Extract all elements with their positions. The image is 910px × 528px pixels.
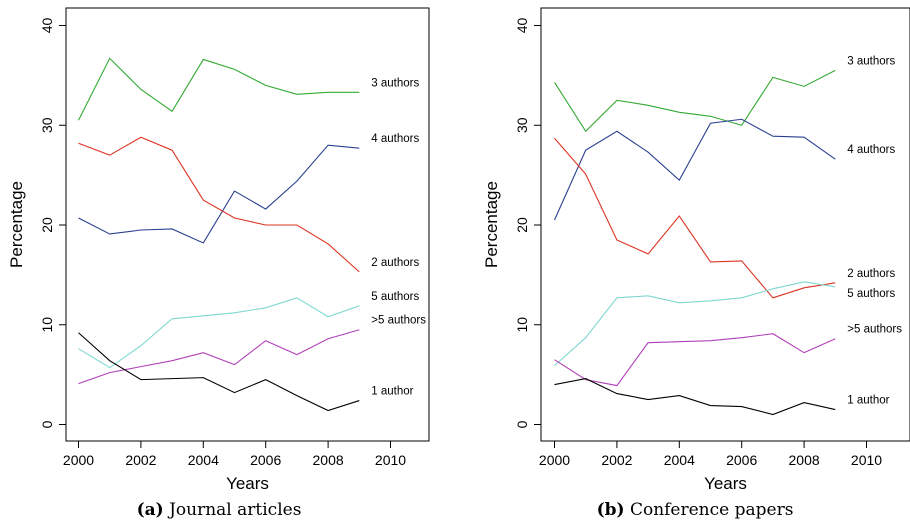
panel-b-series-label-1-author: 1 author bbox=[847, 395, 889, 407]
panel-b-y-tick-label: 40 bbox=[514, 18, 530, 34]
panel-b-y-tick-label: 10 bbox=[514, 317, 530, 333]
panel-a-series-label-4-authors: 4 authors bbox=[371, 133, 419, 145]
panel-a-x-tick-label: 2000 bbox=[63, 452, 94, 468]
panel-b-series-label-gt5-authors: >5 authors bbox=[847, 324, 902, 336]
panel-a-series-label-2-authors: 2 authors bbox=[371, 257, 419, 269]
panel-a-plot-frame bbox=[65, 7, 430, 442]
panel-b-y-axis-title: Percentage bbox=[482, 181, 501, 268]
panel-b-y-tick-label: 30 bbox=[514, 117, 530, 133]
panel-a-series-line-2-authors bbox=[78, 136, 360, 273]
panel-b-x-tick-label: 2002 bbox=[601, 452, 632, 468]
caption-text: Journal articles bbox=[169, 500, 302, 520]
panel-a-y-tick-label: 40 bbox=[39, 18, 55, 34]
panel-b-x-tick-label: 2008 bbox=[789, 452, 820, 468]
panel-a-series-line-5-authors bbox=[78, 297, 360, 369]
panel-b-series-label-2-authors: 2 authors bbox=[847, 268, 895, 280]
panel-a-x-tick-label: 2010 bbox=[375, 452, 406, 468]
caption-text: Conference papers bbox=[629, 500, 794, 520]
panel-b-x-tick-label: 2004 bbox=[664, 452, 695, 468]
panel-a-x-axis-title: Years bbox=[226, 474, 269, 493]
panel-b-series-label-3-authors: 3 authors bbox=[847, 55, 895, 67]
panel-a-y-tick-label: 20 bbox=[39, 217, 55, 233]
panel-a-series-label-3-authors: 3 authors bbox=[371, 77, 419, 89]
panel-a-y-tick-label: 0 bbox=[39, 420, 55, 428]
panel-b-x-axis-title: Years bbox=[704, 474, 747, 493]
panel-a-series-label-1-author: 1 author bbox=[371, 386, 413, 398]
panel-a-series-label-gt5-authors: >5 authors bbox=[371, 315, 426, 327]
panel-b-y-tick-label: 20 bbox=[514, 217, 530, 233]
panel-b-series-label-5-authors: 5 authors bbox=[847, 288, 895, 300]
panel-b-series-line-4-authors bbox=[553, 118, 836, 221]
caption-prefix: (a) bbox=[136, 500, 164, 520]
panel-a-x-tick-label: 2004 bbox=[188, 452, 219, 468]
panel-a-y-tick-label: 30 bbox=[39, 117, 55, 133]
panel-b-series-line-5-authors bbox=[554, 281, 836, 367]
panel-b-y-tick-label: 0 bbox=[514, 420, 530, 428]
panel-a-series-line-gt5-authors bbox=[78, 329, 360, 385]
panel-b-series-line-gt5-authors bbox=[554, 333, 836, 387]
panel-b-x-tick-label: 2006 bbox=[726, 452, 757, 468]
panel-b-x-tick-label: 2000 bbox=[539, 452, 570, 468]
panel-b-series-line-3-authors bbox=[554, 69, 836, 133]
panel-a-series-line-3-authors bbox=[78, 57, 360, 121]
panel-b-series-line-2-authors bbox=[554, 137, 836, 299]
panel-a-series-line-4-authors bbox=[78, 144, 360, 244]
caption-conference-papers: (b) Conference papers bbox=[597, 500, 794, 520]
caption-journal-articles: (a) Journal articles bbox=[137, 500, 302, 520]
panel-a-series-line-1-author bbox=[78, 332, 360, 412]
panel-a-x-tick-label: 2002 bbox=[125, 452, 156, 468]
panel-b-plot-frame bbox=[540, 7, 910, 442]
panel-a-x-tick-label: 2006 bbox=[250, 452, 281, 468]
panel-a-x-tick-label: 2008 bbox=[313, 452, 344, 468]
panel-b-series-line-1-author bbox=[554, 378, 836, 416]
panel-a-series-label-5-authors: 5 authors bbox=[371, 291, 419, 303]
caption-prefix: (b) bbox=[596, 500, 625, 520]
panel-b-series-label-4-authors: 4 authors bbox=[847, 144, 895, 156]
panel-b-x-tick-label: 2010 bbox=[851, 452, 882, 468]
panel-a-y-axis-title: Percentage bbox=[7, 181, 26, 268]
panel-a-y-tick-label: 10 bbox=[39, 317, 55, 333]
